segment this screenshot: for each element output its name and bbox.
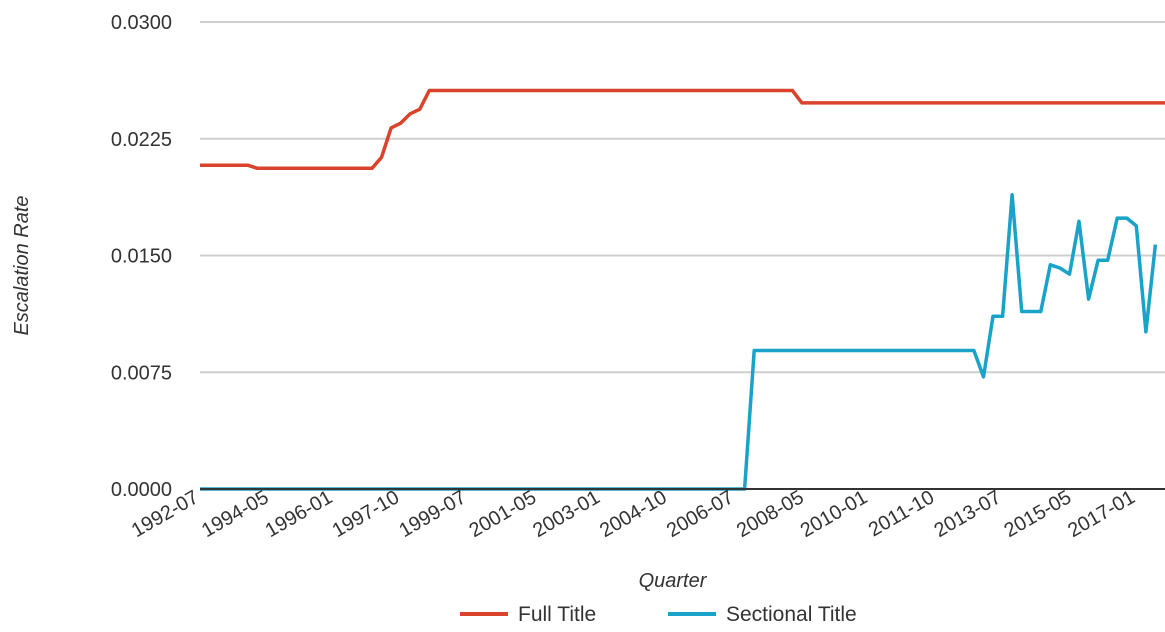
legend: Full Title Sectional Title bbox=[460, 603, 857, 626]
y-tick-label: 0.0150 bbox=[111, 246, 172, 268]
y-tick-label: 0.0075 bbox=[111, 362, 172, 384]
x-tick-label: 1999-07 bbox=[395, 486, 470, 542]
legend-label: Full Title bbox=[518, 603, 596, 626]
x-tick-label: 1997-10 bbox=[329, 486, 404, 542]
x-tick-label: 2017-01 bbox=[1064, 486, 1139, 542]
x-tick-label: 2006-07 bbox=[663, 486, 738, 542]
gridlines bbox=[200, 21, 1165, 374]
x-tick-label: 2013-07 bbox=[931, 486, 1006, 542]
y-tick-label: 0.0300 bbox=[111, 12, 172, 34]
x-tick-label: 2011-10 bbox=[865, 486, 938, 541]
series-line bbox=[200, 88, 1165, 171]
y-tick-label: 0.0225 bbox=[111, 129, 172, 151]
x-tick-label: 2015-05 bbox=[1001, 486, 1076, 542]
x-tick-label: 2003-01 bbox=[529, 486, 604, 542]
x-tick-label: 2004-10 bbox=[596, 486, 671, 542]
y-axis-title: Escalation Rate bbox=[11, 195, 33, 335]
x-tick-label: 1996-01 bbox=[262, 486, 337, 542]
x-tick-label: 2001-05 bbox=[466, 486, 541, 542]
series-lines bbox=[200, 88, 1165, 491]
x-tick-label: 2008-05 bbox=[733, 486, 808, 542]
x-tick-label: 1994-05 bbox=[198, 486, 273, 542]
y-tick-labels: 0.0000 0.0075 0.0150 0.0225 0.0300 bbox=[111, 12, 172, 501]
y-tick-label: 0.0000 bbox=[111, 479, 172, 501]
series-line bbox=[200, 193, 1158, 491]
x-axis-title: Quarter bbox=[639, 570, 708, 592]
x-tick-label: 2010-01 bbox=[797, 486, 872, 542]
legend-label: Sectional Title bbox=[726, 603, 857, 626]
x-tick-labels: 1992-071994-051996-011997-101999-072001-… bbox=[128, 486, 1139, 542]
